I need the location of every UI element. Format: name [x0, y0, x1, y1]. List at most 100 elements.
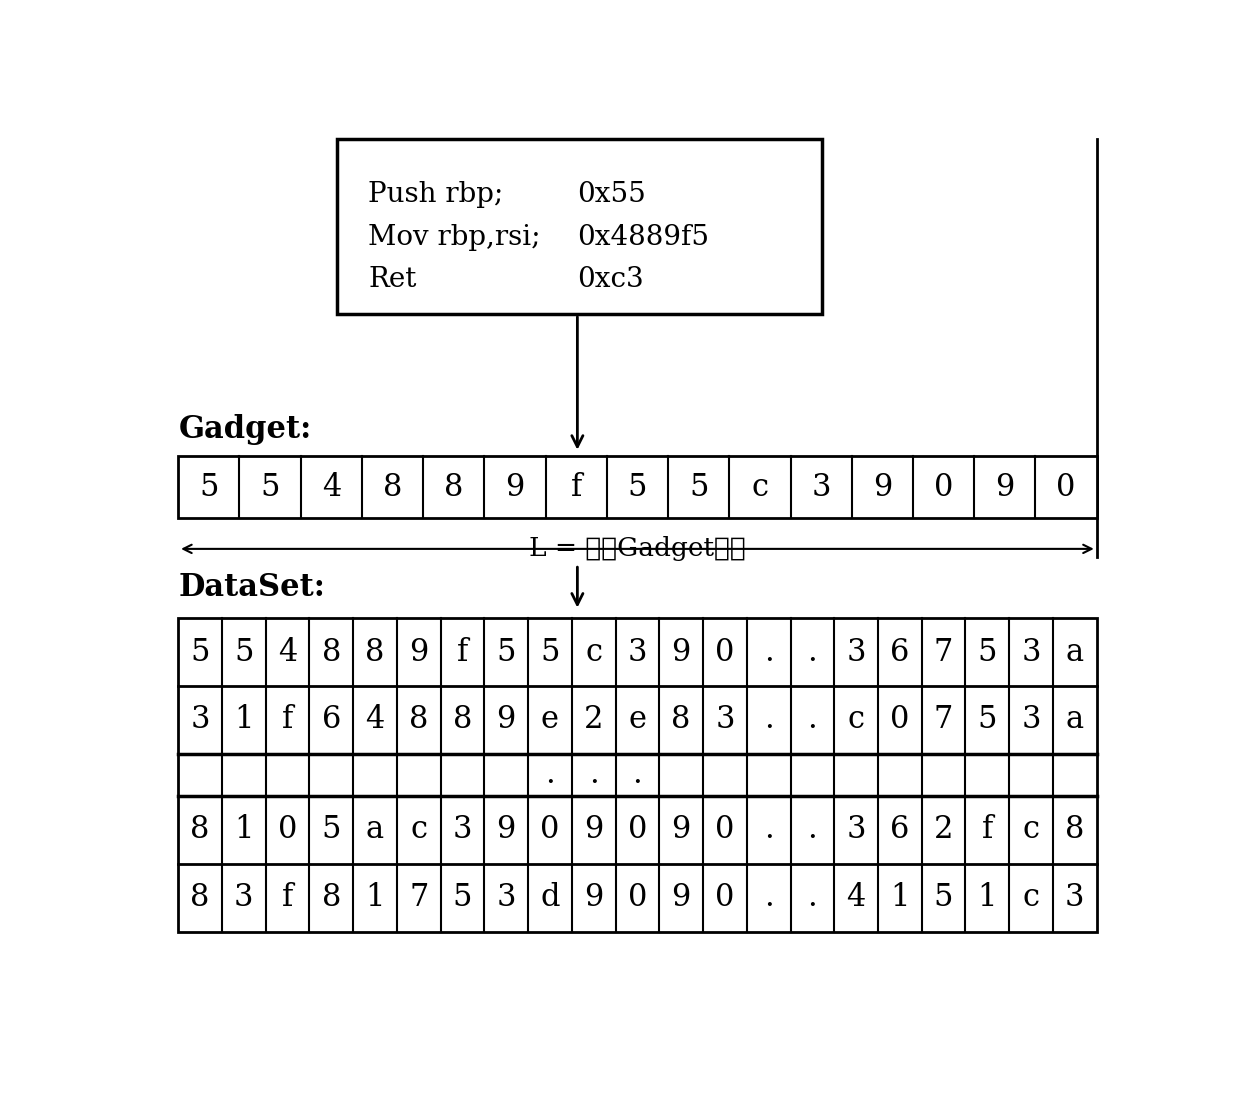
- Text: .: .: [546, 760, 554, 791]
- Text: .: .: [807, 882, 817, 913]
- Text: 8: 8: [366, 637, 384, 668]
- Text: 5: 5: [934, 882, 954, 913]
- Text: Gadget:: Gadget:: [179, 414, 311, 445]
- Text: e: e: [629, 704, 646, 735]
- Text: Push rbp;: Push rbp;: [368, 181, 503, 208]
- Text: 5: 5: [321, 814, 341, 845]
- Text: 1: 1: [977, 882, 997, 913]
- Text: 3: 3: [1022, 637, 1040, 668]
- Text: .: .: [807, 704, 817, 735]
- Text: 9: 9: [506, 471, 525, 502]
- Text: 5: 5: [689, 471, 708, 502]
- Text: 8: 8: [453, 704, 472, 735]
- Text: 0: 0: [278, 814, 298, 845]
- Text: 8: 8: [383, 471, 402, 502]
- Text: 5: 5: [977, 704, 997, 735]
- Text: f: f: [281, 704, 293, 735]
- Text: c: c: [1023, 814, 1039, 845]
- Text: 9: 9: [873, 471, 892, 502]
- Text: Ret: Ret: [368, 266, 417, 293]
- Text: 8: 8: [409, 704, 429, 735]
- Text: 9: 9: [584, 814, 604, 845]
- Text: .: .: [764, 814, 774, 845]
- Text: 9: 9: [496, 814, 516, 845]
- Text: 8: 8: [672, 704, 691, 735]
- Text: 0: 0: [715, 882, 734, 913]
- Text: 0: 0: [934, 471, 954, 502]
- Text: .: .: [589, 760, 599, 791]
- Text: 0: 0: [890, 704, 909, 735]
- Text: .: .: [764, 637, 774, 668]
- Text: L = 最大Gadget长度: L = 最大Gadget长度: [529, 537, 745, 561]
- Text: .: .: [764, 704, 774, 735]
- Text: 1: 1: [890, 882, 910, 913]
- Text: 1: 1: [234, 704, 254, 735]
- Text: 5: 5: [191, 637, 210, 668]
- Text: 8: 8: [321, 882, 341, 913]
- Text: 6: 6: [890, 814, 909, 845]
- Text: 1: 1: [234, 814, 254, 845]
- Text: 3: 3: [627, 637, 647, 668]
- Text: 7: 7: [934, 704, 954, 735]
- Text: 5: 5: [627, 471, 647, 502]
- Text: 3: 3: [811, 471, 831, 502]
- Text: a: a: [1065, 637, 1084, 668]
- Text: 5: 5: [541, 637, 559, 668]
- Text: c: c: [848, 704, 864, 735]
- Text: 5: 5: [200, 471, 218, 502]
- Text: .: .: [764, 882, 774, 913]
- Text: 0: 0: [715, 637, 734, 668]
- Bar: [179, 618, 1096, 932]
- Text: 9: 9: [584, 882, 604, 913]
- Text: DataSet:: DataSet:: [179, 572, 325, 603]
- Text: 3: 3: [1065, 882, 1085, 913]
- Text: 0x4889f5: 0x4889f5: [578, 224, 709, 251]
- Text: c: c: [410, 814, 428, 845]
- Text: Mov rbp,rsi;: Mov rbp,rsi;: [368, 224, 541, 251]
- Text: 0x55: 0x55: [578, 181, 646, 208]
- Text: 5: 5: [260, 471, 280, 502]
- Bar: [337, 140, 821, 314]
- Text: 0: 0: [627, 814, 647, 845]
- Text: 7: 7: [934, 637, 954, 668]
- Text: d: d: [541, 882, 559, 913]
- Text: 9: 9: [672, 814, 691, 845]
- Text: 8: 8: [1065, 814, 1085, 845]
- Text: 6: 6: [890, 637, 909, 668]
- Text: 0: 0: [1056, 471, 1076, 502]
- Text: 4: 4: [321, 471, 341, 502]
- Text: 5: 5: [234, 637, 254, 668]
- Text: 3: 3: [453, 814, 472, 845]
- Text: 0: 0: [627, 882, 647, 913]
- Text: e: e: [541, 704, 559, 735]
- Text: 8: 8: [321, 637, 341, 668]
- Text: 6: 6: [321, 704, 341, 735]
- Text: 9: 9: [672, 637, 691, 668]
- Text: 4: 4: [278, 637, 298, 668]
- Text: 1: 1: [366, 882, 384, 913]
- Text: 0: 0: [541, 814, 559, 845]
- Text: 8: 8: [191, 882, 210, 913]
- Text: 9: 9: [996, 471, 1014, 502]
- Text: 9: 9: [496, 704, 516, 735]
- Text: c: c: [1023, 882, 1039, 913]
- Text: a: a: [366, 814, 384, 845]
- Text: 3: 3: [847, 637, 866, 668]
- Text: 8: 8: [444, 471, 464, 502]
- Text: 9: 9: [409, 637, 428, 668]
- Text: 7: 7: [409, 882, 429, 913]
- Text: 0xc3: 0xc3: [578, 266, 644, 293]
- Text: c: c: [585, 637, 603, 668]
- Text: 4: 4: [366, 704, 384, 735]
- Text: f: f: [456, 637, 469, 668]
- Text: 4: 4: [847, 882, 866, 913]
- Text: .: .: [807, 814, 817, 845]
- Text: a: a: [1065, 704, 1084, 735]
- Text: c: c: [751, 471, 769, 502]
- Text: 3: 3: [496, 882, 516, 913]
- Bar: [179, 457, 1096, 518]
- Text: 5: 5: [496, 637, 516, 668]
- Text: 2: 2: [584, 704, 604, 735]
- Text: f: f: [570, 471, 582, 502]
- Text: f: f: [281, 882, 293, 913]
